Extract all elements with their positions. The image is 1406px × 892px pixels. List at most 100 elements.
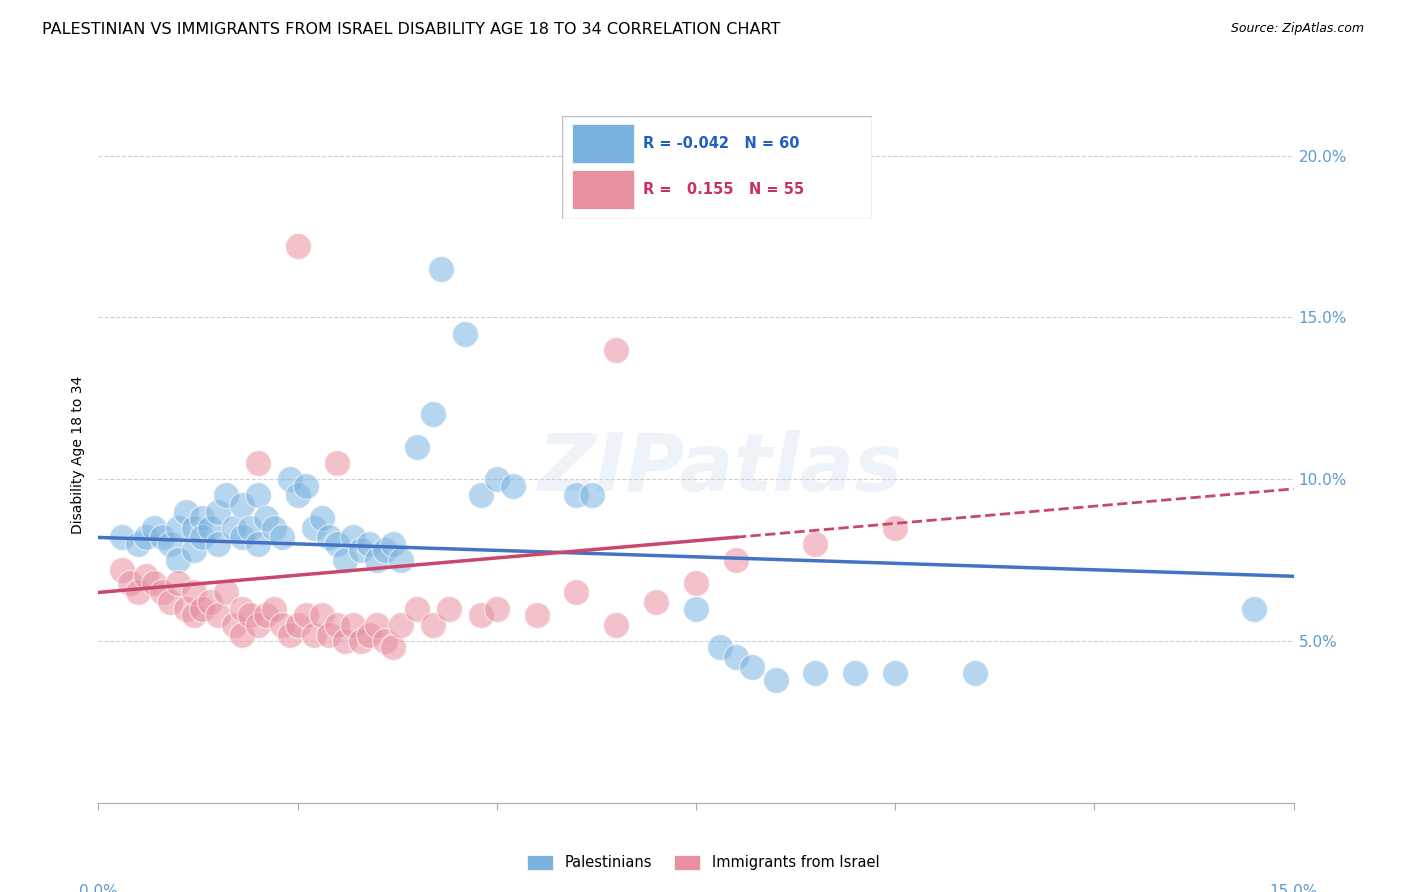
- Point: [239, 521, 262, 535]
- Point: [565, 585, 588, 599]
- Point: [374, 543, 396, 558]
- Point: [724, 553, 747, 567]
- Point: [159, 595, 181, 609]
- Point: [254, 608, 277, 623]
- Point: [127, 585, 149, 599]
- Point: [215, 488, 238, 502]
- Point: [389, 617, 412, 632]
- Point: [215, 585, 238, 599]
- Point: [318, 627, 340, 641]
- Point: [198, 595, 221, 609]
- Point: [207, 537, 229, 551]
- Point: [207, 608, 229, 623]
- Point: [294, 608, 316, 623]
- Point: [111, 563, 134, 577]
- Text: Source: ZipAtlas.com: Source: ZipAtlas.com: [1230, 22, 1364, 36]
- Point: [167, 553, 190, 567]
- Point: [342, 531, 364, 545]
- Point: [406, 601, 429, 615]
- Point: [183, 608, 205, 623]
- Point: [287, 617, 309, 632]
- Point: [1243, 601, 1265, 615]
- Point: [709, 640, 731, 655]
- Point: [884, 521, 907, 535]
- Point: [359, 537, 381, 551]
- Point: [454, 326, 477, 341]
- Point: [231, 627, 253, 641]
- Point: [963, 666, 986, 681]
- Point: [318, 531, 340, 545]
- Point: [191, 511, 214, 525]
- Point: [437, 601, 460, 615]
- Point: [183, 543, 205, 558]
- Point: [231, 601, 253, 615]
- Point: [278, 627, 301, 641]
- Point: [470, 488, 492, 502]
- Point: [741, 660, 763, 674]
- Point: [135, 531, 157, 545]
- Point: [502, 478, 524, 492]
- Point: [350, 543, 373, 558]
- Point: [366, 553, 388, 567]
- Point: [183, 521, 205, 535]
- Point: [183, 585, 205, 599]
- Point: [605, 343, 627, 357]
- Point: [844, 666, 866, 681]
- Point: [287, 239, 309, 253]
- Point: [167, 521, 190, 535]
- Point: [231, 498, 253, 512]
- Text: R =   0.155   N = 55: R = 0.155 N = 55: [643, 182, 804, 197]
- Point: [485, 472, 508, 486]
- Point: [645, 595, 668, 609]
- Point: [359, 627, 381, 641]
- Point: [685, 575, 707, 590]
- Point: [207, 504, 229, 518]
- Point: [254, 511, 277, 525]
- Point: [222, 521, 245, 535]
- Point: [111, 531, 134, 545]
- FancyBboxPatch shape: [572, 124, 634, 163]
- Point: [246, 488, 269, 502]
- FancyBboxPatch shape: [572, 170, 634, 210]
- Point: [685, 601, 707, 615]
- Point: [191, 531, 214, 545]
- Point: [350, 634, 373, 648]
- Point: [302, 521, 325, 535]
- Point: [167, 575, 190, 590]
- Point: [294, 478, 316, 492]
- Point: [389, 553, 412, 567]
- Point: [804, 666, 827, 681]
- Point: [263, 521, 285, 535]
- Text: PALESTINIAN VS IMMIGRANTS FROM ISRAEL DISABILITY AGE 18 TO 34 CORRELATION CHART: PALESTINIAN VS IMMIGRANTS FROM ISRAEL DI…: [42, 22, 780, 37]
- Point: [246, 456, 269, 470]
- Text: R = -0.042   N = 60: R = -0.042 N = 60: [643, 136, 800, 151]
- Point: [765, 673, 787, 687]
- Point: [342, 617, 364, 632]
- Text: ZIPatlas: ZIPatlas: [537, 430, 903, 508]
- Point: [278, 472, 301, 486]
- Point: [311, 511, 333, 525]
- Point: [143, 521, 166, 535]
- Point: [287, 488, 309, 502]
- Point: [311, 608, 333, 623]
- Point: [804, 537, 827, 551]
- Point: [270, 531, 292, 545]
- Point: [150, 531, 173, 545]
- Point: [605, 617, 627, 632]
- Point: [470, 608, 492, 623]
- Point: [485, 601, 508, 615]
- Point: [150, 585, 173, 599]
- Point: [135, 569, 157, 583]
- Point: [422, 408, 444, 422]
- Point: [382, 537, 405, 551]
- Point: [239, 608, 262, 623]
- Point: [335, 634, 357, 648]
- Point: [174, 601, 197, 615]
- Point: [174, 504, 197, 518]
- Point: [884, 666, 907, 681]
- Y-axis label: Disability Age 18 to 34: Disability Age 18 to 34: [72, 376, 86, 534]
- Point: [581, 488, 603, 502]
- Point: [143, 575, 166, 590]
- FancyBboxPatch shape: [562, 116, 872, 219]
- Point: [191, 601, 214, 615]
